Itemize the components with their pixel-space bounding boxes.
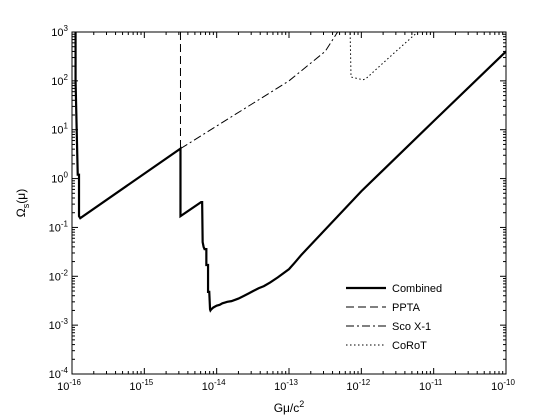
x-tick-label: 10-15	[129, 378, 153, 393]
legend-box	[338, 276, 458, 356]
y-tick-label: 102	[51, 73, 68, 88]
y-tick-label: 103	[51, 24, 68, 39]
series-line-sco-x-1	[180, 32, 339, 150]
y-tick-label: 101	[51, 122, 68, 137]
y-tick-label: 10-2	[49, 268, 69, 283]
x-tick-label: 10-16	[57, 378, 81, 393]
y-tick-label: 10-4	[49, 366, 69, 381]
legend-label-corot: CoRoT	[392, 340, 427, 352]
legend: Combined PPTA Sco X-1 CoRoT	[338, 276, 458, 356]
legend-label-ppta: PPTA	[392, 302, 421, 314]
axis-labels: Gμ/c2 Ωs(μ)	[14, 189, 304, 415]
legend-label-sco-x1: Sco X-1	[392, 321, 431, 333]
series-layer	[74, 32, 506, 313]
x-tick-label: 10-11	[419, 378, 443, 393]
y-tick-label: 100	[51, 171, 68, 186]
x-axis-label: Gμ/c2	[274, 399, 305, 415]
y-tick-label: 10-1	[49, 219, 69, 234]
x-tick-label: 10-14	[202, 378, 226, 393]
legend-label-combined: Combined	[392, 283, 442, 295]
x-tick-label: 10-10	[491, 378, 515, 393]
y-tick-label: 10-3	[49, 317, 69, 332]
series-line-combined	[74, 32, 506, 313]
x-tick-label: 10-12	[346, 378, 370, 393]
axis-ticks: 10-16 10-15 10-14 10-13 10-12 10-11 10-10 10-4 1…	[49, 24, 516, 393]
x-tick-label: 10-13	[274, 378, 298, 393]
y-axis-label: Ωs(μ)	[14, 189, 31, 217]
